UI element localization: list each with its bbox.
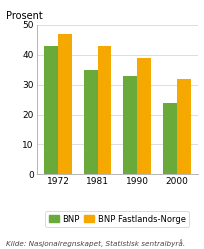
Legend: BNP, BNP Fastlands-Norge: BNP, BNP Fastlands-Norge [45, 211, 189, 227]
Bar [44, 46, 58, 174]
Bar [177, 79, 191, 174]
Bar [123, 76, 137, 174]
Bar [58, 34, 72, 174]
Text: Prosent: Prosent [6, 11, 43, 21]
Bar [84, 70, 98, 174]
Bar [163, 103, 177, 174]
Bar [98, 46, 111, 174]
Bar [137, 58, 151, 174]
Text: Kilde: Nasjonalregnskapet, Statistisk sentralbyrå.: Kilde: Nasjonalregnskapet, Statistisk se… [6, 239, 185, 247]
